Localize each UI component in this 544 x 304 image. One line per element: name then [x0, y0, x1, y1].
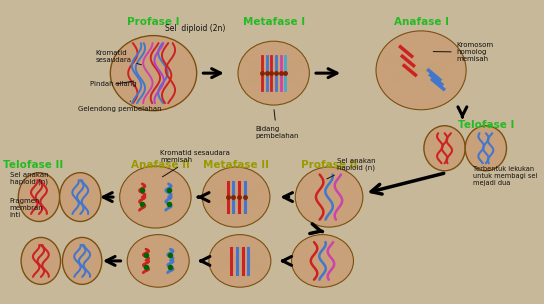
Text: Metafase I: Metafase I: [243, 17, 305, 27]
Text: Pindah silang: Pindah silang: [90, 81, 137, 88]
Text: Profase II: Profase II: [301, 160, 357, 170]
Ellipse shape: [376, 31, 466, 110]
Ellipse shape: [295, 167, 363, 227]
Ellipse shape: [120, 166, 191, 228]
Text: Bidang
pembelahan: Bidang pembelahan: [255, 110, 299, 139]
Ellipse shape: [60, 173, 101, 222]
Text: Telofase I: Telofase I: [458, 120, 514, 130]
Ellipse shape: [238, 41, 310, 105]
Text: Sel anakan
haploid (n): Sel anakan haploid (n): [10, 171, 48, 185]
Text: Sel anakan
haploid (n): Sel anakan haploid (n): [327, 158, 375, 179]
Ellipse shape: [21, 237, 60, 284]
Text: Fragmen
membran
inti: Fragmen membran inti: [10, 198, 44, 218]
Text: Terbentuk lekukan
untuk membagi sel
mejadi dua: Terbentuk lekukan untuk membagi sel meja…: [473, 166, 537, 186]
Ellipse shape: [465, 126, 506, 171]
Text: Metafase II: Metafase II: [203, 160, 269, 170]
Text: Kromatid
sesaudara: Kromatid sesaudara: [95, 50, 141, 65]
Ellipse shape: [292, 235, 354, 287]
Text: Telofase II: Telofase II: [3, 160, 64, 170]
Ellipse shape: [424, 126, 465, 171]
Ellipse shape: [110, 36, 197, 111]
Ellipse shape: [18, 173, 60, 222]
Text: Sel  diploid (2n): Sel diploid (2n): [165, 24, 225, 33]
Text: Anafase I: Anafase I: [393, 17, 449, 27]
Ellipse shape: [127, 235, 189, 287]
Text: Gelendong pembelahan: Gelendong pembelahan: [78, 101, 162, 112]
Ellipse shape: [209, 235, 271, 287]
Ellipse shape: [202, 167, 270, 227]
Text: Kromatid sesaudara
memisah: Kromatid sesaudara memisah: [160, 150, 230, 177]
Text: Anafase II: Anafase II: [131, 160, 189, 170]
Ellipse shape: [63, 237, 102, 284]
Text: Profase I: Profase I: [127, 17, 180, 27]
Text: Kromosom
homolog
memisah: Kromosom homolog memisah: [433, 42, 494, 62]
